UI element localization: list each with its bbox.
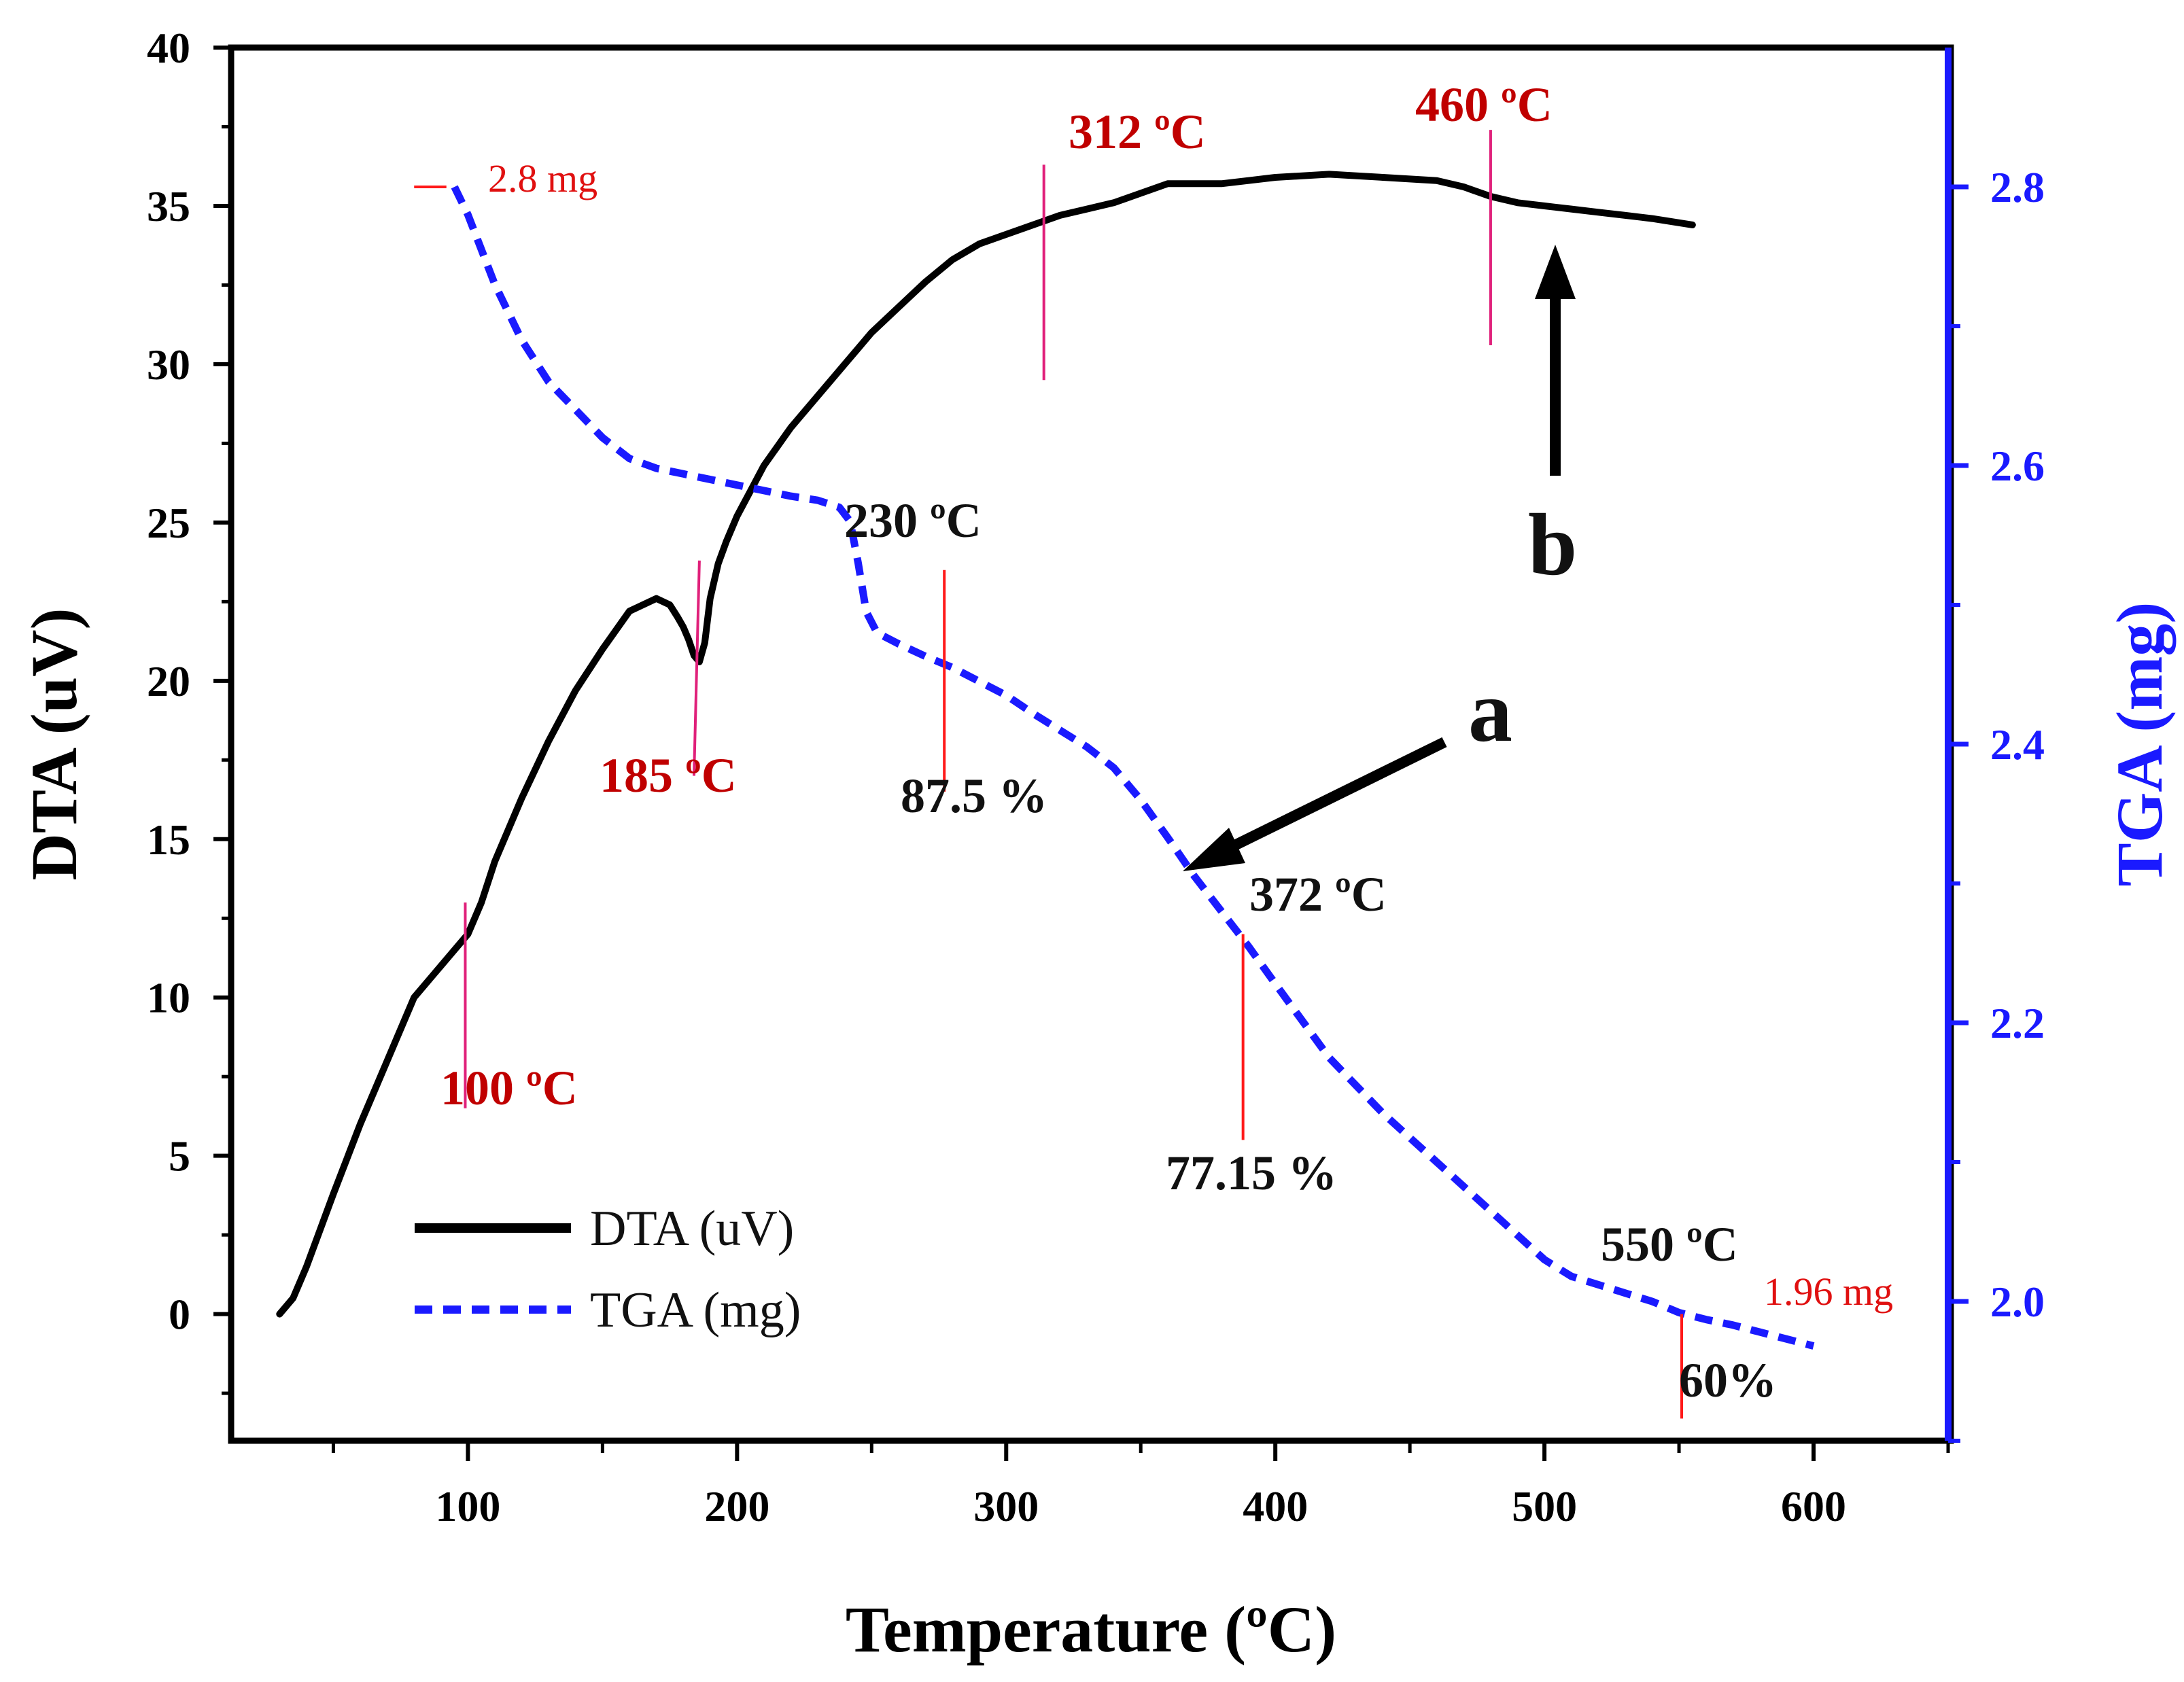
- y2-tick-label: 2.6: [1990, 442, 2045, 490]
- y-tick-label: 5: [169, 1132, 190, 1180]
- arrow-a-head: [1183, 828, 1245, 871]
- marker-layer: [414, 130, 1684, 1419]
- annotation-372c: 372 ºC: [1249, 867, 1387, 922]
- annotation-550c: 550 ºC: [1601, 1217, 1738, 1272]
- legend-dta-label: DTA (uV): [590, 1201, 794, 1257]
- annotation-2-8-mg: 2.8 mg: [488, 156, 597, 200]
- annotation-312c: 312 ºC: [1069, 105, 1206, 159]
- y2-tick-label: 2.8: [1990, 163, 2045, 211]
- annotation-230c: 230 ºC: [844, 493, 982, 548]
- x-tick-label: 500: [1512, 1482, 1577, 1530]
- y2-tick-label: 2.0: [1990, 1278, 2045, 1326]
- y-tick-label: 20: [147, 657, 190, 705]
- annotation-77-15-percent: 77.15 %: [1166, 1146, 1337, 1200]
- x-tick-label: 400: [1243, 1482, 1308, 1530]
- arrow-b-head: [1535, 245, 1576, 299]
- x-tick-label: 600: [1781, 1482, 1846, 1530]
- annotation-100c: 100 ºC: [440, 1061, 578, 1115]
- y-tick-label: 35: [147, 182, 190, 230]
- x-axis-title: Temperature (ºC): [846, 1593, 1336, 1666]
- legend-tga-label: TGA (mg): [590, 1282, 801, 1338]
- dta-series-line: [276, 171, 1696, 1318]
- annotation-460c: 460 ºC: [1415, 77, 1553, 132]
- label-b: b: [1528, 496, 1577, 594]
- label-a: a: [1468, 663, 1512, 760]
- y-tick-label: 25: [147, 499, 190, 547]
- annotation-87-5-percent: 87.5 %: [901, 769, 1047, 823]
- y-tick-label: 40: [147, 24, 190, 72]
- tick-layer: 100 200 300 400 500 600 0 5 10 15 20 25 30 35 40 2.0 2.2…: [147, 24, 2045, 1530]
- series-layer: [276, 171, 1815, 1350]
- y-tick-label: 10: [147, 974, 190, 1022]
- annotation-185c: 185 ºC: [600, 748, 737, 803]
- x-tick-label: 300: [973, 1482, 1039, 1530]
- y-tick-label: 30: [147, 340, 190, 389]
- y-tick-label: 15: [147, 816, 190, 864]
- y-axis-title: DTA (uV): [18, 608, 90, 881]
- y2-tick-label: 2.4: [1990, 720, 2045, 769]
- legend: DTA (uV) TGA (mg): [415, 1201, 801, 1338]
- arrow-a-shaft: [1221, 737, 1447, 856]
- x-tick-label: 100: [435, 1482, 500, 1530]
- y2-axis-title: TGA (mg): [2103, 602, 2176, 887]
- y2-tick-label: 2.2: [1990, 999, 2045, 1047]
- tga-series-line: [451, 185, 1815, 1350]
- y-tick-label: 0: [169, 1291, 190, 1339]
- x-tick-label: 200: [704, 1482, 769, 1530]
- annotation-1-96-mg: 1.96 mg: [1764, 1269, 1893, 1314]
- temperature-marker-line: [692, 560, 701, 776]
- annotation-60-percent: 60%: [1679, 1353, 1777, 1407]
